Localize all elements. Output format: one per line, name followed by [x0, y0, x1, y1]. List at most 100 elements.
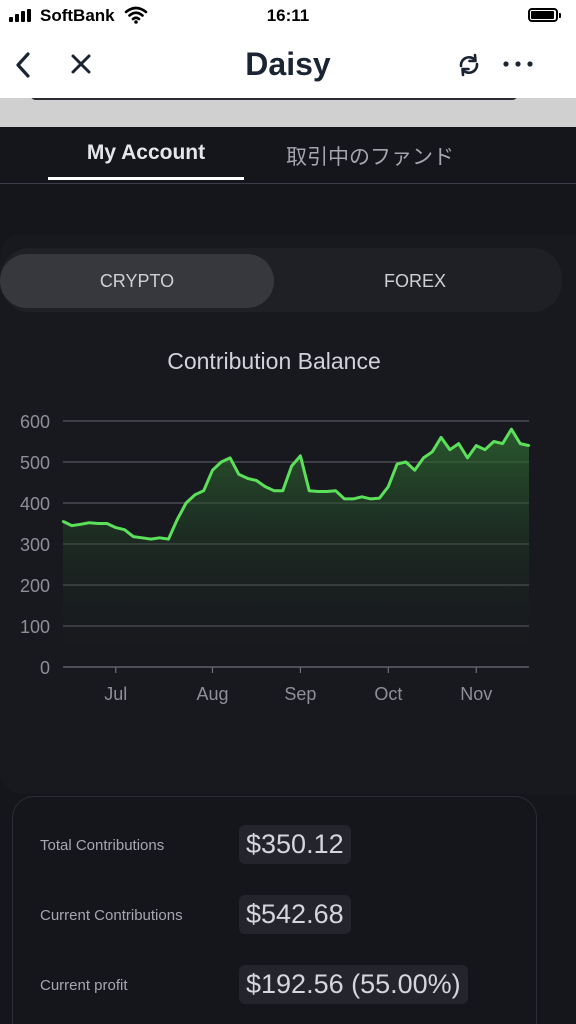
data-point: [193, 493, 197, 496]
data-point: [281, 489, 284, 492]
data-point: [61, 520, 65, 523]
close-button[interactable]: [69, 52, 93, 81]
stat-label-current-profit: Current profit: [40, 977, 128, 994]
chart-title: Contribution Balance: [167, 348, 381, 374]
stat-value-total-contributions: $350.12: [239, 825, 351, 864]
data-point: [299, 454, 302, 458]
nav-bar: Daisy: [0, 32, 576, 98]
refresh-icon: [459, 53, 479, 77]
data-point: [264, 485, 267, 488]
stat-label-total-contributions: Total Contributions: [40, 837, 165, 854]
web-content: My Account 取引中のファンド CRYPTO FOREX Contrib…: [0, 98, 576, 1024]
y-tick-label: 500: [20, 453, 50, 473]
top-separator: [0, 98, 576, 127]
data-point: [308, 489, 311, 492]
x-tick-label: Aug: [196, 684, 228, 704]
tab-active-funds[interactable]: 取引中のファンド: [286, 146, 454, 169]
data-point: [228, 456, 232, 460]
data-point: [519, 442, 522, 445]
scrolled-element: [30, 98, 518, 100]
data-point: [439, 436, 443, 439]
carrier-name: SoftBank: [40, 6, 115, 25]
data-point: [246, 477, 249, 480]
data-point: [501, 442, 504, 445]
y-tick-label: 0: [40, 658, 50, 678]
data-point: [167, 537, 170, 541]
more-icon: [503, 61, 533, 67]
y-tick-label: 600: [20, 412, 50, 432]
data-point: [114, 526, 118, 529]
more-button[interactable]: [502, 52, 536, 81]
data-point: [448, 448, 452, 451]
data-point: [255, 479, 258, 482]
signal-icon: [9, 9, 31, 22]
back-button[interactable]: [12, 50, 36, 85]
data-point: [510, 428, 513, 431]
page-title: Daisy: [245, 46, 331, 82]
data-point: [325, 490, 328, 493]
chart-series-line: [62, 427, 530, 541]
asset-segmented-control: CRYPTO FOREX: [0, 248, 562, 312]
status-bar: SoftBank 16:11: [0, 0, 576, 32]
y-tick-label: 400: [20, 494, 50, 514]
data-point: [431, 450, 434, 453]
refresh-button[interactable]: [456, 52, 482, 83]
data-point: [220, 460, 223, 464]
stat-label-current-contributions: Current Contributions: [40, 907, 183, 924]
data-point: [527, 444, 531, 447]
data-point: [352, 497, 355, 501]
data-point: [140, 536, 144, 539]
stats-card: Total Contributions $350.12 Current Cont…: [12, 796, 537, 1024]
tab-indicator: [48, 177, 244, 180]
data-point: [334, 489, 337, 492]
data-point: [79, 523, 82, 526]
data-point: [413, 469, 416, 472]
close-icon: [71, 54, 91, 74]
data-point: [404, 460, 408, 464]
y-tick-label: 300: [20, 535, 50, 555]
data-point: [290, 464, 293, 468]
data-point: [475, 444, 478, 447]
data-point: [387, 485, 390, 488]
data-point: [88, 521, 91, 524]
stat-value-current-profit: $192.56 (55.00%): [239, 965, 468, 1004]
data-point: [158, 536, 161, 539]
contribution-balance-chart: 0 100 200 300 400 500 600 Jul Aug Sep Oct Nov: [20, 412, 531, 704]
x-tick-label: Jul: [104, 684, 127, 704]
clock: 16:11: [266, 6, 310, 25]
data-point: [483, 448, 487, 451]
chart-area-fill: [63, 429, 529, 667]
wifi-icon: [124, 6, 148, 29]
x-tick-label: Sep: [284, 684, 316, 704]
tab-my-account[interactable]: My Account: [86, 141, 206, 164]
chevron-left-icon: [16, 52, 30, 78]
data-point: [316, 490, 320, 493]
data-point: [123, 528, 126, 531]
data-point: [272, 489, 276, 492]
battery-icon: [528, 8, 561, 22]
y-tick-label: 200: [20, 576, 50, 596]
data-point: [492, 440, 495, 443]
data-point: [176, 518, 179, 521]
data-point: [395, 462, 399, 466]
data-point: [149, 537, 153, 541]
data-point: [97, 522, 100, 525]
data-point: [422, 456, 425, 460]
y-tick-label: 100: [20, 617, 50, 637]
x-tick-label: Nov: [460, 684, 492, 704]
data-point: [132, 535, 135, 538]
segment-forex[interactable]: FOREX: [383, 271, 446, 291]
data-point: [466, 456, 469, 460]
stat-value-current-contributions: $542.68: [239, 895, 351, 934]
data-point: [184, 501, 188, 505]
data-point: [211, 469, 214, 472]
data-point: [343, 497, 346, 501]
segment-crypto[interactable]: CRYPTO: [0, 254, 274, 308]
data-point: [237, 473, 240, 476]
account-tabs: My Account 取引中のファンド: [0, 127, 576, 184]
data-point: [202, 489, 205, 492]
data-point: [457, 442, 460, 445]
data-point: [378, 496, 381, 500]
data-point: [105, 522, 109, 525]
x-tick-label: Oct: [374, 684, 402, 704]
